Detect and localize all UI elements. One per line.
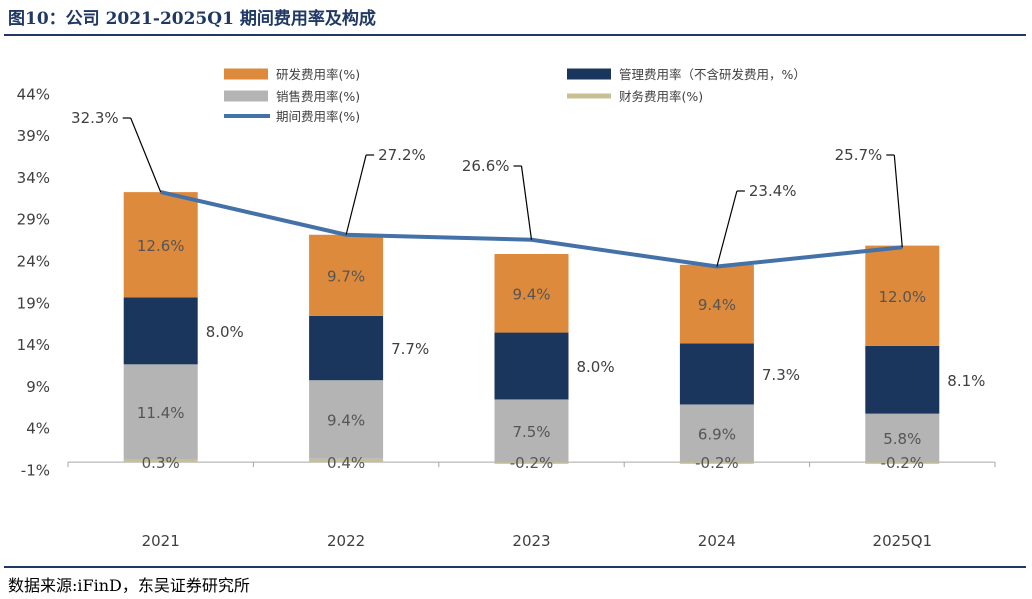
- legend-swatch-sales: [224, 90, 268, 102]
- data-label-rd: 12.0%: [878, 288, 926, 306]
- data-label-fin: 0.4%: [327, 454, 365, 472]
- data-label-mgmt: 8.0%: [206, 323, 244, 341]
- data-label-period: 26.6%: [462, 157, 510, 175]
- legend-swatch-rd: [224, 68, 268, 80]
- bar-segment-sales: [123, 364, 198, 460]
- y-tick-label: -1%: [21, 462, 50, 480]
- data-label-fin: -0.2%: [510, 454, 554, 472]
- bar-segment-rd: [865, 245, 940, 346]
- data-label-mgmt: 8.0%: [577, 358, 615, 376]
- bar-segment-sales: [309, 380, 384, 459]
- figure-title: 图10：公司 2021-2025Q1 期间费用率及构成: [8, 9, 376, 29]
- bar-segment-fin: [309, 458, 384, 463]
- legend-swatch-fin: [567, 93, 611, 99]
- legend-label-sales: 销售费用率(%): [276, 89, 360, 104]
- line-label-leader: [893, 154, 903, 248]
- bar-segment-mgmt: [309, 315, 384, 381]
- data-label-fin: 0.3%: [142, 454, 180, 472]
- data-label-sales: 5.8%: [883, 430, 921, 448]
- bar-segment-fin: [679, 462, 754, 464]
- bar-segment-sales: [679, 404, 754, 463]
- y-tick-label: 34%: [17, 169, 50, 187]
- data-label-fin: -0.2%: [881, 454, 925, 472]
- data-label-sales: 7.5%: [512, 423, 550, 441]
- y-tick-label: 29%: [17, 211, 50, 229]
- data-label-rd: 9.4%: [698, 296, 736, 314]
- legend-label-fin: 财务费用率(%): [619, 89, 703, 104]
- data-label-sales: 11.4%: [137, 404, 185, 422]
- x-category-label: 2024: [698, 532, 736, 550]
- legend-label-rd: 研发费用率(%): [276, 67, 360, 82]
- x-category-label: 2022: [327, 532, 365, 550]
- data-label-sales: 9.4%: [327, 412, 365, 430]
- bar-segment-mgmt: [865, 345, 940, 414]
- data-label-period: 23.4%: [749, 182, 797, 200]
- data-label-mgmt: 7.7%: [391, 340, 429, 358]
- bar-segment-fin: [865, 462, 940, 464]
- data-label-period: 32.3%: [71, 109, 119, 127]
- bar-segment-sales: [865, 413, 940, 463]
- data-label-period: 27.2%: [378, 146, 426, 164]
- bar-segment-mgmt: [679, 343, 754, 405]
- x-category-label: 2025Q1: [873, 532, 933, 550]
- y-tick-label: 19%: [17, 294, 50, 312]
- line-label-leader: [716, 190, 738, 267]
- y-tick-label: 24%: [17, 253, 50, 271]
- x-category-label: 2023: [512, 532, 550, 550]
- data-label-fin: -0.2%: [695, 454, 739, 472]
- bar-segment-mgmt: [123, 297, 198, 365]
- line-label-leader: [130, 117, 162, 193]
- bar-segment-rd: [309, 234, 384, 316]
- data-label-rd: 12.6%: [137, 237, 185, 255]
- title-rule: [4, 34, 1026, 36]
- y-tick-label: 39%: [17, 127, 50, 145]
- y-tick-label: 9%: [26, 378, 50, 396]
- legend-swatch-mgmt: [567, 68, 611, 80]
- y-tick-label: 14%: [17, 336, 50, 354]
- line-label-leader: [345, 154, 367, 235]
- data-label-rd: 9.7%: [327, 267, 365, 285]
- data-label-period: 25.7%: [835, 146, 883, 164]
- y-tick-label: 4%: [26, 420, 50, 438]
- legend-label-period: 期间费用率(%): [276, 109, 360, 124]
- bar-segment-fin: [123, 459, 198, 463]
- source-note: 数据来源:iFinD，东吴证券研究所: [8, 576, 250, 595]
- bar-segment-fin: [494, 462, 569, 464]
- data-label-mgmt: 8.1%: [947, 372, 985, 390]
- data-label-mgmt: 7.3%: [762, 366, 800, 384]
- bar-segment-sales: [494, 399, 569, 463]
- bar-segment-rd: [679, 264, 754, 344]
- data-label-sales: 6.9%: [698, 425, 736, 443]
- data-label-rd: 9.4%: [512, 285, 550, 303]
- x-category-label: 2021: [142, 532, 180, 550]
- y-tick-label: 44%: [17, 85, 50, 103]
- bar-segment-mgmt: [494, 332, 569, 400]
- legend-label-mgmt: 管理费用率（不含研发费用，%）: [619, 67, 806, 82]
- bar-segment-rd: [494, 253, 569, 333]
- source-rule: [4, 566, 1026, 568]
- bar-segment-rd: [123, 192, 198, 298]
- line-label-leader: [520, 165, 533, 240]
